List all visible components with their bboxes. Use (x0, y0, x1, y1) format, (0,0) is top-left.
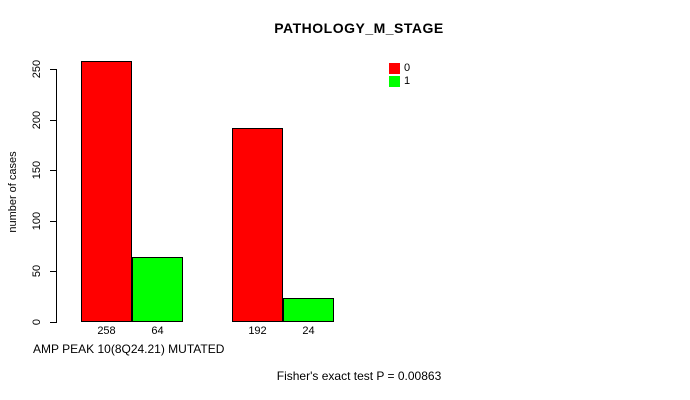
legend-row: 0 (389, 62, 410, 74)
legend-label: 1 (404, 75, 411, 87)
bar-group2-series-0 (232, 128, 283, 322)
bar-value-label: 192 (248, 325, 267, 337)
y-axis-line (56, 69, 57, 323)
y-tick-label: 250 (31, 59, 43, 79)
legend-swatch (389, 75, 400, 87)
y-tick-label: 200 (31, 110, 43, 130)
y-tick-mark (50, 120, 57, 121)
fisher-test-annotation: Fisher's exact test P = 0.00863 (276, 369, 442, 383)
y-axis-label: number of cases (7, 151, 19, 233)
bar-value-label: 24 (302, 325, 315, 337)
bar-value-label: 258 (97, 325, 116, 337)
bar-group1-series-0 (81, 61, 132, 322)
y-tick-mark (50, 170, 57, 171)
legend-swatch (389, 62, 400, 74)
bar-value-label: 64 (151, 325, 164, 337)
y-tick-label: 50 (31, 264, 43, 278)
y-tick-label: 0 (31, 318, 43, 326)
legend-row: 1 (389, 75, 410, 87)
y-tick-label: 150 (31, 160, 43, 180)
bar-group2-series-1 (283, 298, 334, 322)
chart-title: PATHOLOGY_M_STAGE (274, 20, 444, 36)
legend-label: 0 (404, 62, 411, 74)
y-tick-label: 100 (31, 211, 43, 231)
y-tick-mark (50, 271, 57, 272)
y-tick-mark (50, 69, 57, 70)
y-tick-mark (50, 322, 57, 323)
x-axis-label: AMP PEAK 10(8Q24.21) MUTATED (33, 342, 225, 356)
y-tick-mark (50, 221, 57, 222)
bar-group1-series-1 (132, 257, 183, 322)
